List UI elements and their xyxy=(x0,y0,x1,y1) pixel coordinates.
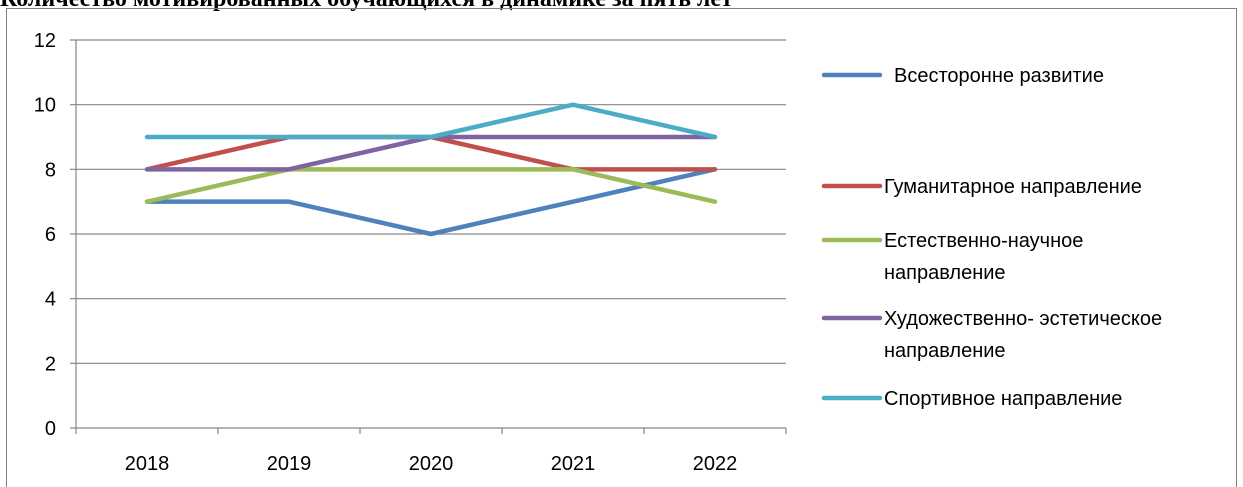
y-tick-label: 6 xyxy=(45,224,56,246)
legend-label: Спортивное направление xyxy=(884,388,1122,410)
series-line-1 xyxy=(144,167,718,237)
series-line-5 xyxy=(144,102,718,140)
y-tick-label: 2 xyxy=(45,353,56,375)
legend-item: Спортивное направление xyxy=(821,388,1122,410)
legend-label: Художественно- эстетическое xyxy=(884,308,1162,330)
x-tick-label: 2022 xyxy=(693,453,738,475)
legend-label: Всесторонне развитие xyxy=(894,65,1104,87)
series-line-2 xyxy=(144,134,718,172)
y-tick-labels: 0 2 4 6 8 10 12 xyxy=(34,30,56,440)
legend-label: Гуманитарное направление xyxy=(884,176,1142,198)
y-tick-label: 12 xyxy=(34,30,56,52)
legend-label: направление xyxy=(884,262,1006,284)
axes xyxy=(70,39,787,434)
legend-label: направление xyxy=(884,340,1006,362)
legend-item: Гуманитарное направление xyxy=(821,176,1142,198)
series-line-3 xyxy=(144,167,718,204)
y-tick-label: 10 xyxy=(34,95,56,117)
y-tick-label: 4 xyxy=(45,289,56,311)
x-tick-label: 2021 xyxy=(551,453,596,475)
x-tick-label: 2020 xyxy=(409,453,454,475)
x-tick-label: 2019 xyxy=(267,453,312,475)
legend-item: Естественно-научное направление xyxy=(821,230,1083,284)
chart-frame xyxy=(6,8,1237,487)
series-line-4 xyxy=(144,134,718,172)
legend-label: Естественно-научное xyxy=(884,230,1083,252)
legend: Всесторонне развитие Гуманитарное направл… xyxy=(821,65,1162,410)
series-lines xyxy=(144,102,718,237)
x-tick-labels: 2018 2019 2020 2021 2022 xyxy=(125,453,738,475)
legend-item: Художественно- эстетическое направление xyxy=(821,308,1162,362)
legend-item: Всесторонне развитие xyxy=(821,65,1104,87)
y-tick-label: 8 xyxy=(45,159,56,181)
y-tick-label: 0 xyxy=(45,418,56,440)
x-tick-label: 2018 xyxy=(125,453,170,475)
chart-title: Количество мотивированных обучающихся в … xyxy=(0,0,1243,16)
